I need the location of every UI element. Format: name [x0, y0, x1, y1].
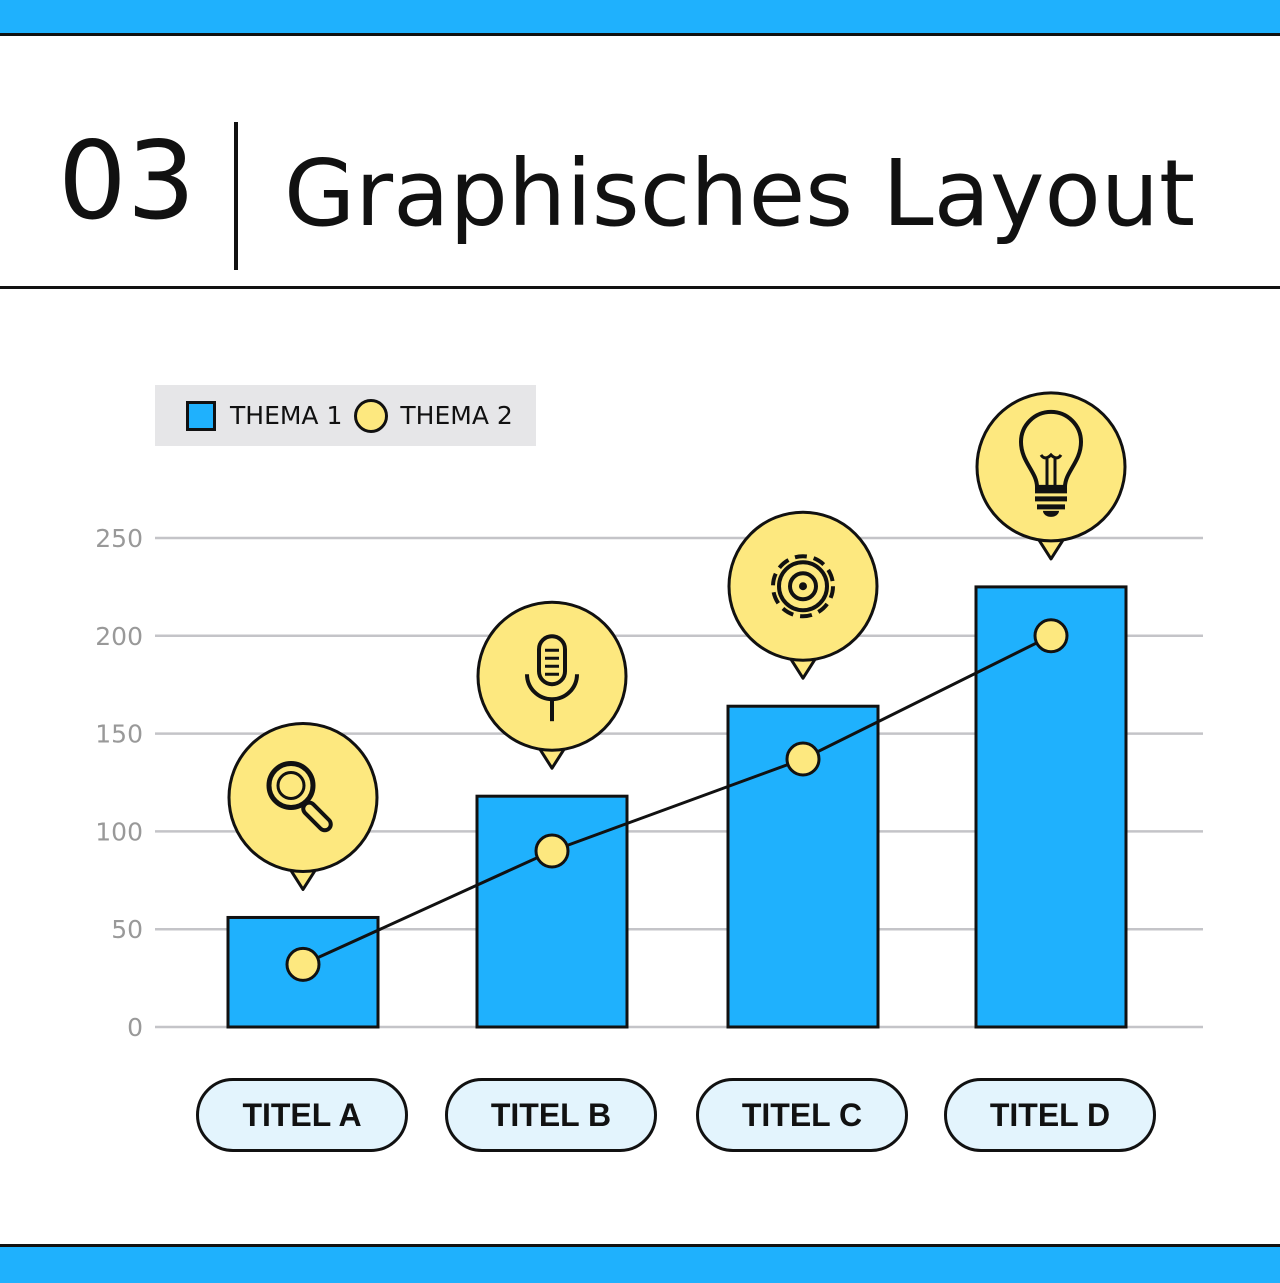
category-pill-d[interactable]: TITEL D: [944, 1078, 1156, 1152]
pin-joint: [540, 736, 564, 749]
legend-label-1: THEMA 1: [230, 401, 343, 430]
pin-joint: [791, 646, 815, 659]
pin-badge: [227, 721, 379, 873]
line-point: [285, 946, 321, 982]
y-tick-label: 50: [111, 915, 143, 944]
y-tick-label: 250: [95, 524, 143, 553]
line-point: [1033, 618, 1069, 654]
header: 03 Graphisches Layout: [0, 36, 1280, 289]
bottom-band: [0, 1244, 1280, 1283]
magnifier-icon: [266, 760, 333, 833]
line-point: [785, 741, 821, 777]
y-tick-label: 150: [95, 720, 143, 749]
y-tick-label: 200: [95, 622, 143, 651]
y-tick-label: 100: [95, 817, 143, 846]
pin-joint: [1039, 526, 1063, 539]
category-pill-b[interactable]: TITEL B: [445, 1078, 657, 1152]
legend-label-2: THEMA 2: [400, 401, 513, 430]
category-pill-a[interactable]: TITEL A: [196, 1078, 408, 1152]
gear-icon: [771, 554, 835, 619]
microphone-icon: [525, 634, 579, 722]
series-line: [302, 634, 1052, 966]
legend-swatch-point: [354, 398, 389, 433]
chart-legend: THEMA 1 THEMA 2: [155, 385, 536, 446]
pin-badge: [476, 600, 628, 752]
pin-joint: [291, 857, 315, 870]
section-number: 03: [58, 119, 196, 244]
pin-badge: [975, 391, 1127, 543]
line-point: [534, 833, 570, 869]
category-pill-c[interactable]: TITEL C: [696, 1078, 908, 1152]
page-title: Graphisches Layout: [284, 140, 1196, 247]
y-tick-label: 0: [127, 1013, 143, 1042]
legend-swatch-bar: [186, 400, 216, 431]
top-band: [0, 0, 1280, 36]
lightbulb-icon: [1018, 409, 1084, 517]
header-divider: [234, 122, 238, 270]
